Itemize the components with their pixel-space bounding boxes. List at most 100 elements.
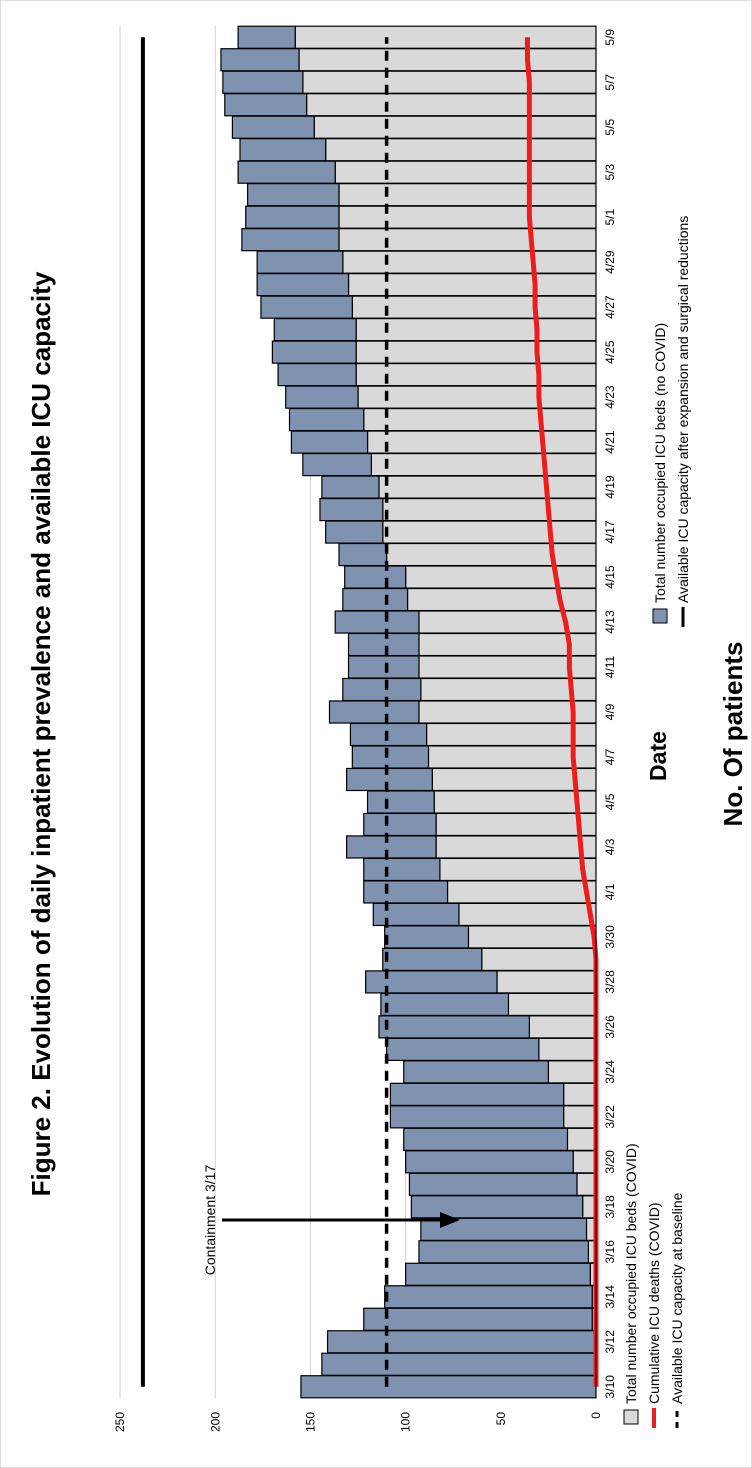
bar-covid-3-20 — [572, 1150, 597, 1174]
bar-covid-4-8 — [425, 722, 597, 747]
x-tick-label-4-17: 4/17 — [603, 520, 617, 544]
bar-covid-5-6 — [306, 93, 597, 117]
bar-no-covid-3-24 — [403, 1060, 550, 1084]
bar-no-covid-3-12 — [326, 1330, 595, 1354]
bar-covid-5-4 — [325, 138, 597, 162]
x-tick-label-4-21: 4/21 — [603, 430, 617, 454]
bar-covid-3-31 — [458, 902, 597, 927]
bar-covid-4-9 — [418, 700, 597, 724]
bar-no-covid-4-13 — [334, 610, 420, 634]
bar-no-covid-4-26 — [273, 318, 357, 342]
x-tick-label-3-18: 3/18 — [603, 1195, 617, 1219]
x-tick-label-5-5: 5/5 — [603, 119, 617, 136]
y-tick-label-100: 100 — [399, 1412, 413, 1432]
x-tick-label-3-20: 3/20 — [603, 1150, 617, 1174]
containment-arrow — [222, 1212, 460, 1228]
bar-no-covid-5-2 — [247, 183, 340, 207]
xlabel: Date — [645, 731, 671, 781]
bar-no-covid-3-10 — [300, 1375, 597, 1399]
bar-no-covid-3-26 — [378, 1015, 530, 1039]
x-tick-label-4-7: 4/7 — [603, 748, 617, 765]
legend: Total number occupied ICU beds (COVID) C… — [623, 216, 691, 1428]
y-tick-label-150: 150 — [303, 1412, 317, 1432]
x-tick-label-4-9: 4/9 — [603, 703, 617, 720]
y-tick-label-250: 250 — [113, 1412, 127, 1432]
bar-no-covid-3-21 — [403, 1127, 569, 1151]
bar-no-covid-4-23 — [285, 385, 359, 409]
bar-no-covid-3-19 — [408, 1172, 578, 1196]
bar-no-covid-4-27 — [260, 295, 353, 319]
bar-no-covid-4-5 — [366, 790, 435, 814]
x-tick-label-4-23: 4/23 — [603, 385, 617, 409]
x-tick-label-3-10: 3/10 — [603, 1375, 617, 1399]
legend-swatch-covid — [623, 1409, 639, 1425]
bar-covid-4-27 — [351, 295, 597, 319]
bar-covid-4-16 — [385, 542, 597, 567]
bar-covid-5-2 — [338, 183, 597, 207]
legend-label-deaths: Cumulative ICU deaths (COVID) — [646, 1202, 662, 1404]
bar-no-covid-4-28 — [256, 273, 350, 297]
legend-swatch-no-covid — [652, 608, 668, 624]
bar-no-covid-4-9 — [328, 700, 420, 724]
bar-covid-4-21 — [366, 430, 597, 454]
x-tick-label-4-11: 4/11 — [603, 655, 617, 678]
bar-covid-4-24 — [355, 363, 597, 387]
bar-no-covid-4-2 — [363, 857, 441, 882]
bar-covid-3-25 — [538, 1037, 597, 1061]
bar-covid-4-14 — [406, 587, 597, 612]
bar-covid-3-29 — [481, 947, 597, 972]
x-tick-label-4-29: 4/29 — [603, 250, 617, 274]
x-tick-label-3-14: 3/14 — [603, 1285, 617, 1309]
bar-covid-4-26 — [355, 318, 597, 342]
x-tick-label-4-15: 4/15 — [603, 565, 617, 589]
x-tick-label-4-27: 4/27 — [603, 295, 617, 319]
containment-annotation: Containment 3/17 — [202, 1165, 218, 1276]
bar-no-covid-4-25 — [271, 340, 357, 364]
bar-no-covid-4-8 — [349, 722, 428, 747]
bar-covid-4-30 — [338, 228, 597, 252]
bar-covid-4-3 — [435, 835, 597, 859]
legend-label-no-covid: Total number occupied ICU beds (no COVID… — [652, 323, 668, 603]
bar-covid-5-7 — [302, 70, 597, 94]
bar-no-covid-4-10 — [342, 677, 422, 702]
bar-covid-4-22 — [363, 407, 597, 432]
bar-no-covid-3-22 — [389, 1105, 565, 1129]
x-tick-label-3-30: 3/30 — [603, 925, 617, 949]
bar-no-covid-5-8 — [220, 48, 300, 72]
bar-no-covid-4-15 — [344, 565, 407, 589]
bar-covid-5-3 — [334, 160, 597, 184]
bar-covid-3-28 — [496, 970, 597, 994]
x-tick-label-3-12: 3/12 — [603, 1330, 617, 1354]
bar-no-covid-3-18 — [410, 1195, 584, 1219]
bar-no-covid-3-11 — [321, 1352, 595, 1376]
bar-covid-4-29 — [342, 250, 597, 274]
bar-no-covid-4-7 — [351, 745, 430, 769]
bar-covid-4-23 — [357, 385, 597, 409]
bar-covid-4-1 — [446, 880, 597, 904]
bar-covid-3-22 — [563, 1105, 597, 1129]
x-tick-label-4-13: 4/13 — [603, 610, 617, 634]
bar-no-covid-5-5 — [231, 115, 315, 139]
bar-no-covid-5-3 — [237, 160, 336, 184]
bar-no-covid-5-9 — [237, 25, 296, 49]
x-tick-label-5-3: 5/3 — [603, 164, 617, 181]
x-tick-label-3-26: 3/26 — [603, 1015, 617, 1039]
bar-no-covid-4-14 — [342, 587, 409, 612]
bar-covid-3-23 — [563, 1082, 597, 1106]
bar-no-covid-4-12 — [347, 632, 420, 657]
bar-no-covid-3-23 — [389, 1082, 565, 1106]
legend-label-baseline: Available ICU capacity at baseline — [669, 1192, 685, 1404]
y-tick-label-50: 50 — [494, 1412, 508, 1426]
x-tick-label-4-1: 4/1 — [603, 883, 617, 900]
x-tick-label-5-7: 5/7 — [603, 74, 617, 91]
bar-covid-5-8 — [298, 48, 597, 72]
bar-no-covid-3-16 — [418, 1240, 589, 1264]
bar-covid-3-30 — [467, 925, 597, 949]
bar-no-covid-3-30 — [384, 925, 470, 949]
chart-title: Figure 2. Evolution of daily inpatient p… — [26, 271, 56, 1196]
bar-no-covid-3-27 — [380, 992, 510, 1017]
bar-covid-3-19 — [576, 1172, 597, 1196]
x-tick-label-3-16: 3/16 — [603, 1240, 617, 1264]
bar-covid-4-18 — [382, 497, 597, 522]
